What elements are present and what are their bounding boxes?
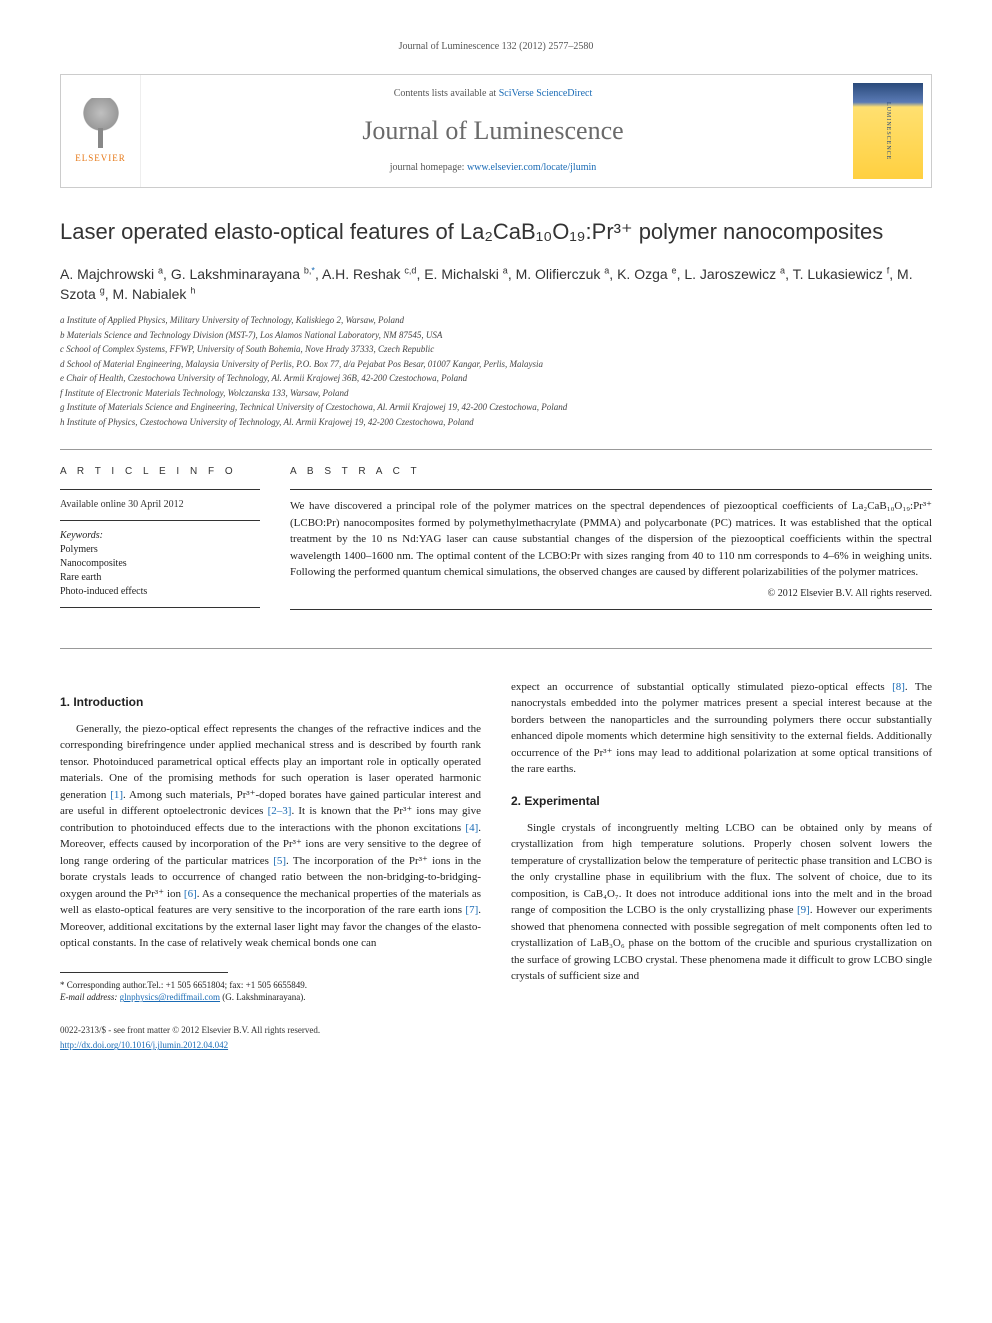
info-divider <box>60 489 260 490</box>
info-divider <box>60 520 260 521</box>
affiliation-item: g Institute of Materials Science and Eng… <box>60 401 932 415</box>
keywords-label: Keywords: <box>60 529 260 543</box>
journal-cover-thumbnail[interactable]: LUMINESCENCE <box>853 83 923 179</box>
doi-link[interactable]: http://dx.doi.org/10.1016/j.jlumin.2012.… <box>60 1040 228 1050</box>
right-column: expect an occurrence of substantial opti… <box>511 679 932 1053</box>
cover-label: LUMINESCENCE <box>884 102 892 160</box>
publisher-logo[interactable]: ELSEVIER <box>61 75 141 187</box>
contents-prefix: Contents lists available at <box>394 88 499 99</box>
keyword-item: Photo-induced effects <box>60 585 260 599</box>
intro-paragraph-cont: expect an occurrence of substantial opti… <box>511 679 932 778</box>
intro-paragraph: Generally, the piezo-optical effect repr… <box>60 721 481 952</box>
corr-author-contact: * Corresponding author.Tel.: +1 505 6651… <box>60 979 481 992</box>
affiliation-item: e Chair of Health, Czestochowa Universit… <box>60 372 932 386</box>
article-info-box: A R T I C L E I N F O Available online 3… <box>60 465 260 618</box>
section-heading-intro: 1. Introduction <box>60 693 481 711</box>
body-columns: 1. Introduction Generally, the piezo-opt… <box>60 679 932 1053</box>
homepage-line: journal homepage: www.elsevier.com/locat… <box>153 161 833 175</box>
affiliation-item: f Institute of Electronic Materials Tech… <box>60 387 932 401</box>
affiliation-item: c School of Complex Systems, FFWP, Unive… <box>60 343 932 357</box>
sciencedirect-link[interactable]: SciVerse ScienceDirect <box>499 88 593 99</box>
available-online: Available online 30 April 2012 <box>60 498 260 512</box>
abstract-divider <box>290 489 932 490</box>
horizontal-divider <box>60 449 932 450</box>
homepage-prefix: journal homepage: <box>390 162 467 173</box>
banner-center: Contents lists available at SciVerse Sci… <box>141 75 845 187</box>
corr-email-link[interactable]: glnphysics@rediffmail.com <box>120 992 220 1002</box>
author-list: A. Majchrowski a, G. Lakshminarayana b,*… <box>60 265 932 304</box>
homepage-link[interactable]: www.elsevier.com/locate/jlumin <box>467 162 596 173</box>
abstract-text: We have discovered a principal role of t… <box>290 498 932 581</box>
contents-available-line: Contents lists available at SciVerse Sci… <box>153 87 833 101</box>
affiliation-item: b Materials Science and Technology Divis… <box>60 329 932 343</box>
corr-name: (G. Lakshminarayana). <box>222 992 305 1002</box>
running-header: Journal of Luminescence 132 (2012) 2577–… <box>60 40 932 54</box>
keyword-item: Rare earth <box>60 571 260 585</box>
affiliation-item: a Institute of Applied Physics, Military… <box>60 314 932 328</box>
journal-banner: ELSEVIER Contents lists available at Sci… <box>60 74 932 188</box>
issn-line: 0022-2313/$ - see front matter © 2012 El… <box>60 1024 481 1038</box>
abstract-box: A B S T R A C T We have discovered a pri… <box>290 465 932 618</box>
publisher-name: ELSEVIER <box>75 152 126 165</box>
abstract-divider <box>290 609 932 610</box>
elsevier-tree-icon <box>76 98 126 148</box>
affiliation-item: h Institute of Physics, Czestochowa Univ… <box>60 416 932 430</box>
article-title: Laser operated elasto-optical features o… <box>60 218 932 247</box>
info-divider <box>60 607 260 608</box>
section-heading-experimental: 2. Experimental <box>511 792 932 810</box>
horizontal-divider <box>60 648 932 649</box>
experimental-paragraph: Single crystals of incongruently melting… <box>511 820 932 985</box>
journal-title: Journal of Luminescence <box>153 113 833 149</box>
left-column: 1. Introduction Generally, the piezo-opt… <box>60 679 481 1053</box>
affiliations-list: a Institute of Applied Physics, Military… <box>60 314 932 429</box>
corresponding-author-footnote: * Corresponding author.Tel.: +1 505 6651… <box>60 979 481 1004</box>
abstract-label: A B S T R A C T <box>290 465 932 479</box>
keyword-item: Nanocomposites <box>60 557 260 571</box>
doi-line: http://dx.doi.org/10.1016/j.jlumin.2012.… <box>60 1039 481 1053</box>
keyword-item: Polymers <box>60 543 260 557</box>
affiliation-item: d School of Material Engineering, Malays… <box>60 358 932 372</box>
email-label: E-mail address: <box>60 992 120 1002</box>
abstract-copyright: © 2012 Elsevier B.V. All rights reserved… <box>290 587 932 601</box>
article-info-label: A R T I C L E I N F O <box>60 465 260 479</box>
footnote-divider <box>60 972 228 973</box>
